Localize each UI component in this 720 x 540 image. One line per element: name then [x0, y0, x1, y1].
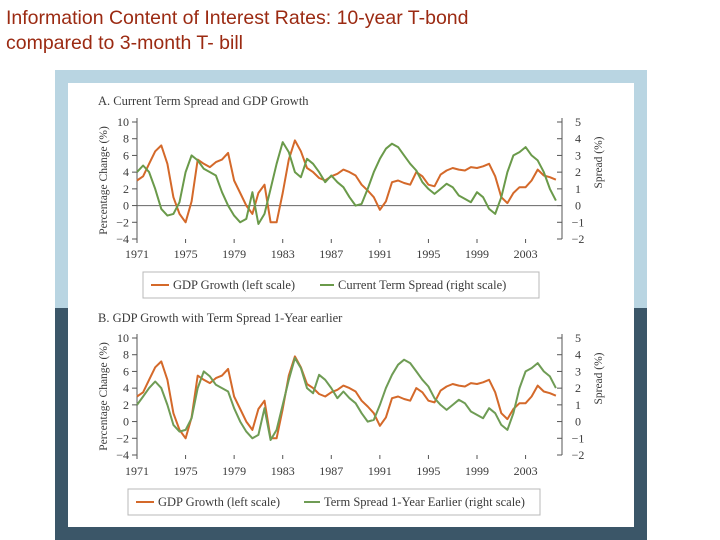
right-tick-label: 3	[575, 148, 581, 162]
left-tick-label: 2	[123, 398, 129, 412]
left-tick-label: 8	[123, 132, 129, 146]
legend-label-gdp: GDP Growth (left scale)	[158, 495, 280, 509]
right-tick-label: 5	[575, 115, 581, 129]
left-tick-label: −2	[116, 431, 129, 445]
left-axis-title: Percentage Change (%)	[98, 342, 110, 451]
slide-title-line-2: compared to 3-month T- bill	[6, 32, 243, 54]
x-tick-label: 1979	[222, 464, 246, 478]
legend-label-spread: Current Term Spread (right scale)	[338, 278, 506, 292]
right-tick-label: 4	[575, 132, 581, 146]
left-tick-label: −2	[116, 215, 129, 229]
panel-title: A. Current Term Spread and GDP Growth	[98, 94, 309, 108]
slide-title: Information Content of Interest Rates: 1…	[6, 6, 706, 56]
right-tick-label: 3	[575, 364, 581, 378]
legend: GDP Growth (left scale) Term Spread 1-Yea…	[127, 488, 541, 516]
right-tick-label: 1	[575, 398, 581, 412]
right-tick-label: 4	[575, 348, 581, 362]
x-tick-label: 1971	[125, 247, 149, 261]
x-tick-label: 1971	[125, 464, 149, 478]
left-tick-label: 10	[117, 115, 129, 129]
x-tick-label: 1999	[465, 247, 489, 261]
x-tick-label: 1975	[174, 247, 198, 261]
x-tick-label: 1983	[271, 464, 295, 478]
left-tick-label: 2	[123, 182, 129, 196]
panel-title: B. GDP Growth with Term Spread 1-Year ea…	[98, 311, 343, 325]
x-tick-label: 1983	[271, 247, 295, 261]
x-tick-label: 1987	[319, 247, 343, 261]
left-tick-label: 10	[117, 331, 129, 345]
right-axis-title: Spread (%)	[593, 136, 605, 188]
x-tick-label: 2003	[514, 464, 538, 478]
right-tick-label: 2	[575, 381, 581, 395]
right-tick-label: −2	[572, 448, 585, 462]
x-tick-label: 1979	[222, 247, 246, 261]
x-tick-label: 1995	[416, 464, 440, 478]
right-axis-title: Spread (%)	[593, 352, 605, 404]
right-tick-label: 2	[575, 165, 581, 179]
right-tick-label: 0	[575, 199, 581, 213]
legend-label-gdp: GDP Growth (left scale)	[173, 278, 295, 292]
x-tick-label: 1995	[416, 247, 440, 261]
left-axis-title: Percentage Change (%)	[98, 126, 110, 235]
right-tick-label: −2	[572, 232, 585, 246]
slide-title-line-1: Information Content of Interest Rates: 1…	[6, 7, 469, 29]
chart-panel-b: B. GDP Growth with Term Spread 1-Year ea…	[98, 311, 605, 516]
chart-card	[68, 83, 634, 527]
right-tick-label: −1	[572, 215, 585, 229]
legend: GDP Growth (left scale) Current Term Spre…	[142, 271, 540, 299]
left-tick-label: 6	[123, 148, 129, 162]
legend-box	[127, 488, 541, 516]
x-tick-label: 1987	[319, 464, 343, 478]
left-tick-label: 0	[123, 415, 129, 429]
legend-label-spread: Term Spread 1-Year Earlier (right scale)	[324, 495, 525, 509]
right-tick-label: 1	[575, 182, 581, 196]
right-tick-label: 0	[575, 415, 581, 429]
right-tick-label: 5	[575, 331, 581, 345]
chart-panel-a: A. Current Term Spread and GDP Growth108…	[98, 94, 605, 299]
term-spread-line	[136, 141, 557, 225]
left-tick-label: 6	[123, 364, 129, 378]
right-tick-label: −1	[572, 431, 585, 445]
left-tick-label: −4	[116, 448, 129, 462]
x-tick-label: 1991	[368, 464, 392, 478]
left-tick-label: −4	[116, 232, 129, 246]
left-tick-label: 4	[123, 165, 129, 179]
x-tick-label: 1999	[465, 464, 489, 478]
gdp-growth-line	[136, 139, 557, 224]
left-tick-label: 8	[123, 348, 129, 362]
legend-box	[142, 271, 540, 299]
x-tick-label: 2003	[514, 247, 538, 261]
left-tick-label: 4	[123, 381, 129, 395]
gdp-growth-line	[136, 355, 557, 440]
x-tick-label: 1975	[174, 464, 198, 478]
term-spread-line	[136, 357, 557, 441]
x-tick-label: 1991	[368, 247, 392, 261]
left-tick-label: 0	[123, 199, 129, 213]
